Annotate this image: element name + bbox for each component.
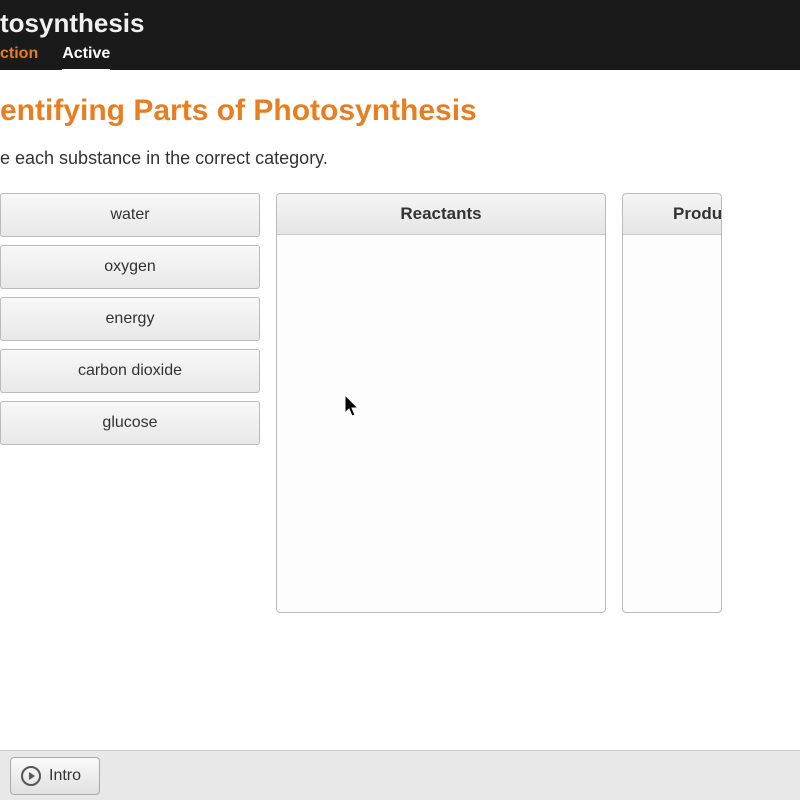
bottom-bar: Intro [0, 750, 800, 800]
section-title: entifying Parts of Photosynthesis [0, 94, 800, 128]
header-tabs: ction Active [0, 45, 800, 72]
drag-items-list: water oxygen energy carbon dioxide gluco… [0, 193, 260, 613]
drop-zone-reactants[interactable]: Reactants [276, 193, 606, 613]
tab-instruction[interactable]: ction [0, 45, 38, 72]
drop-zone-header-reactants: Reactants [277, 194, 605, 235]
content-area: entifying Parts of Photosynthesis e each… [0, 70, 800, 750]
instruction-text: e each substance in the correct category… [0, 148, 800, 169]
drag-item-oxygen[interactable]: oxygen [0, 245, 260, 289]
play-icon [21, 766, 41, 786]
drop-zone-products[interactable]: Produ [622, 193, 722, 613]
drag-item-carbon-dioxide[interactable]: carbon dioxide [0, 349, 260, 393]
page-title: tosynthesis [0, 8, 800, 39]
header-bar: tosynthesis ction Active [0, 0, 800, 70]
intro-button[interactable]: Intro [10, 757, 100, 795]
drag-item-glucose[interactable]: glucose [0, 401, 260, 445]
intro-button-label: Intro [49, 767, 81, 785]
drop-zone-header-products: Produ [623, 194, 721, 235]
drag-item-energy[interactable]: energy [0, 297, 260, 341]
tab-active[interactable]: Active [62, 45, 110, 72]
activity-row: water oxygen energy carbon dioxide gluco… [0, 193, 800, 613]
drag-item-water[interactable]: water [0, 193, 260, 237]
